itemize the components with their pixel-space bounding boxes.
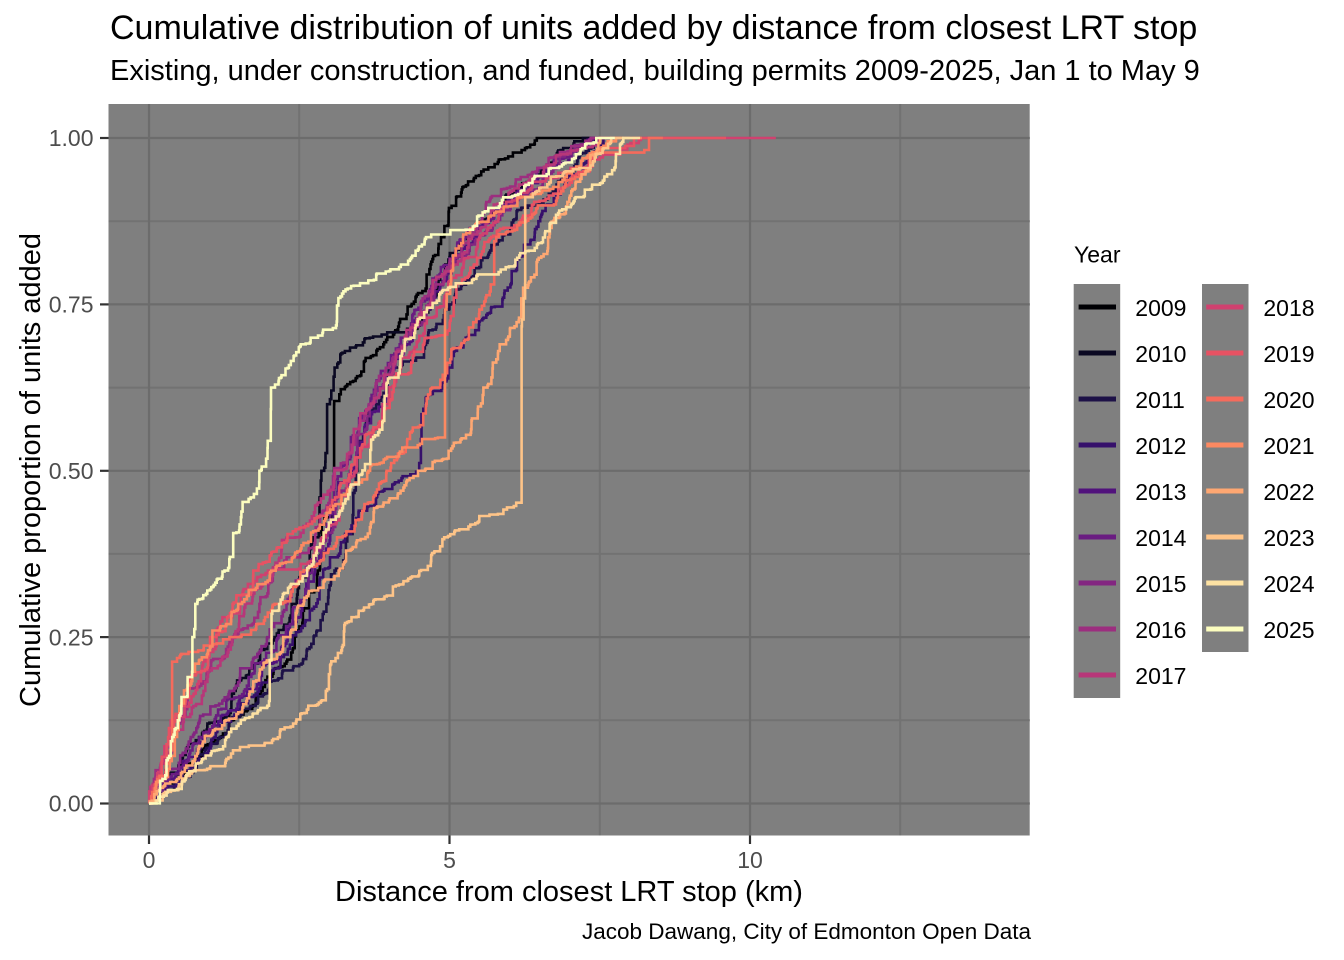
svg-text:2022: 2022 [1263,479,1314,505]
svg-text:2012: 2012 [1135,433,1186,459]
svg-text:2024: 2024 [1263,571,1314,597]
svg-text:2009: 2009 [1135,295,1186,321]
svg-text:0.50: 0.50 [49,458,94,484]
svg-text:5: 5 [443,847,456,873]
svg-text:2019: 2019 [1263,341,1314,367]
svg-text:2023: 2023 [1263,525,1314,551]
svg-text:2021: 2021 [1263,433,1314,459]
svg-text:2016: 2016 [1135,617,1186,643]
svg-text:10: 10 [737,847,763,873]
svg-text:Distance from closest LRT stop: Distance from closest LRT stop (km) [335,876,803,908]
svg-text:Year: Year [1074,241,1121,267]
svg-text:2017: 2017 [1135,663,1186,689]
svg-text:2018: 2018 [1263,295,1314,321]
svg-text:2015: 2015 [1135,571,1186,597]
svg-text:2014: 2014 [1135,525,1186,551]
svg-text:2013: 2013 [1135,479,1186,505]
svg-text:1.00: 1.00 [49,125,94,151]
svg-text:2025: 2025 [1263,617,1314,643]
svg-text:Jacob Dawang, City of Edmonton: Jacob Dawang, City of Edmonton Open Data [582,919,1031,944]
svg-text:0.25: 0.25 [49,624,94,650]
svg-text:Cumulative proportion of units: Cumulative proportion of units added [15,233,47,707]
svg-text:Existing, under construction,: Existing, under construction, and funded… [110,55,1200,87]
svg-text:0.75: 0.75 [49,292,94,318]
svg-text:Cumulative distribution of uni: Cumulative distribution of units added b… [110,9,1197,47]
svg-text:0.00: 0.00 [49,791,94,817]
svg-text:0: 0 [143,847,156,873]
svg-text:2011: 2011 [1135,387,1184,413]
svg-text:2020: 2020 [1263,387,1314,413]
svg-text:2010: 2010 [1135,341,1186,367]
